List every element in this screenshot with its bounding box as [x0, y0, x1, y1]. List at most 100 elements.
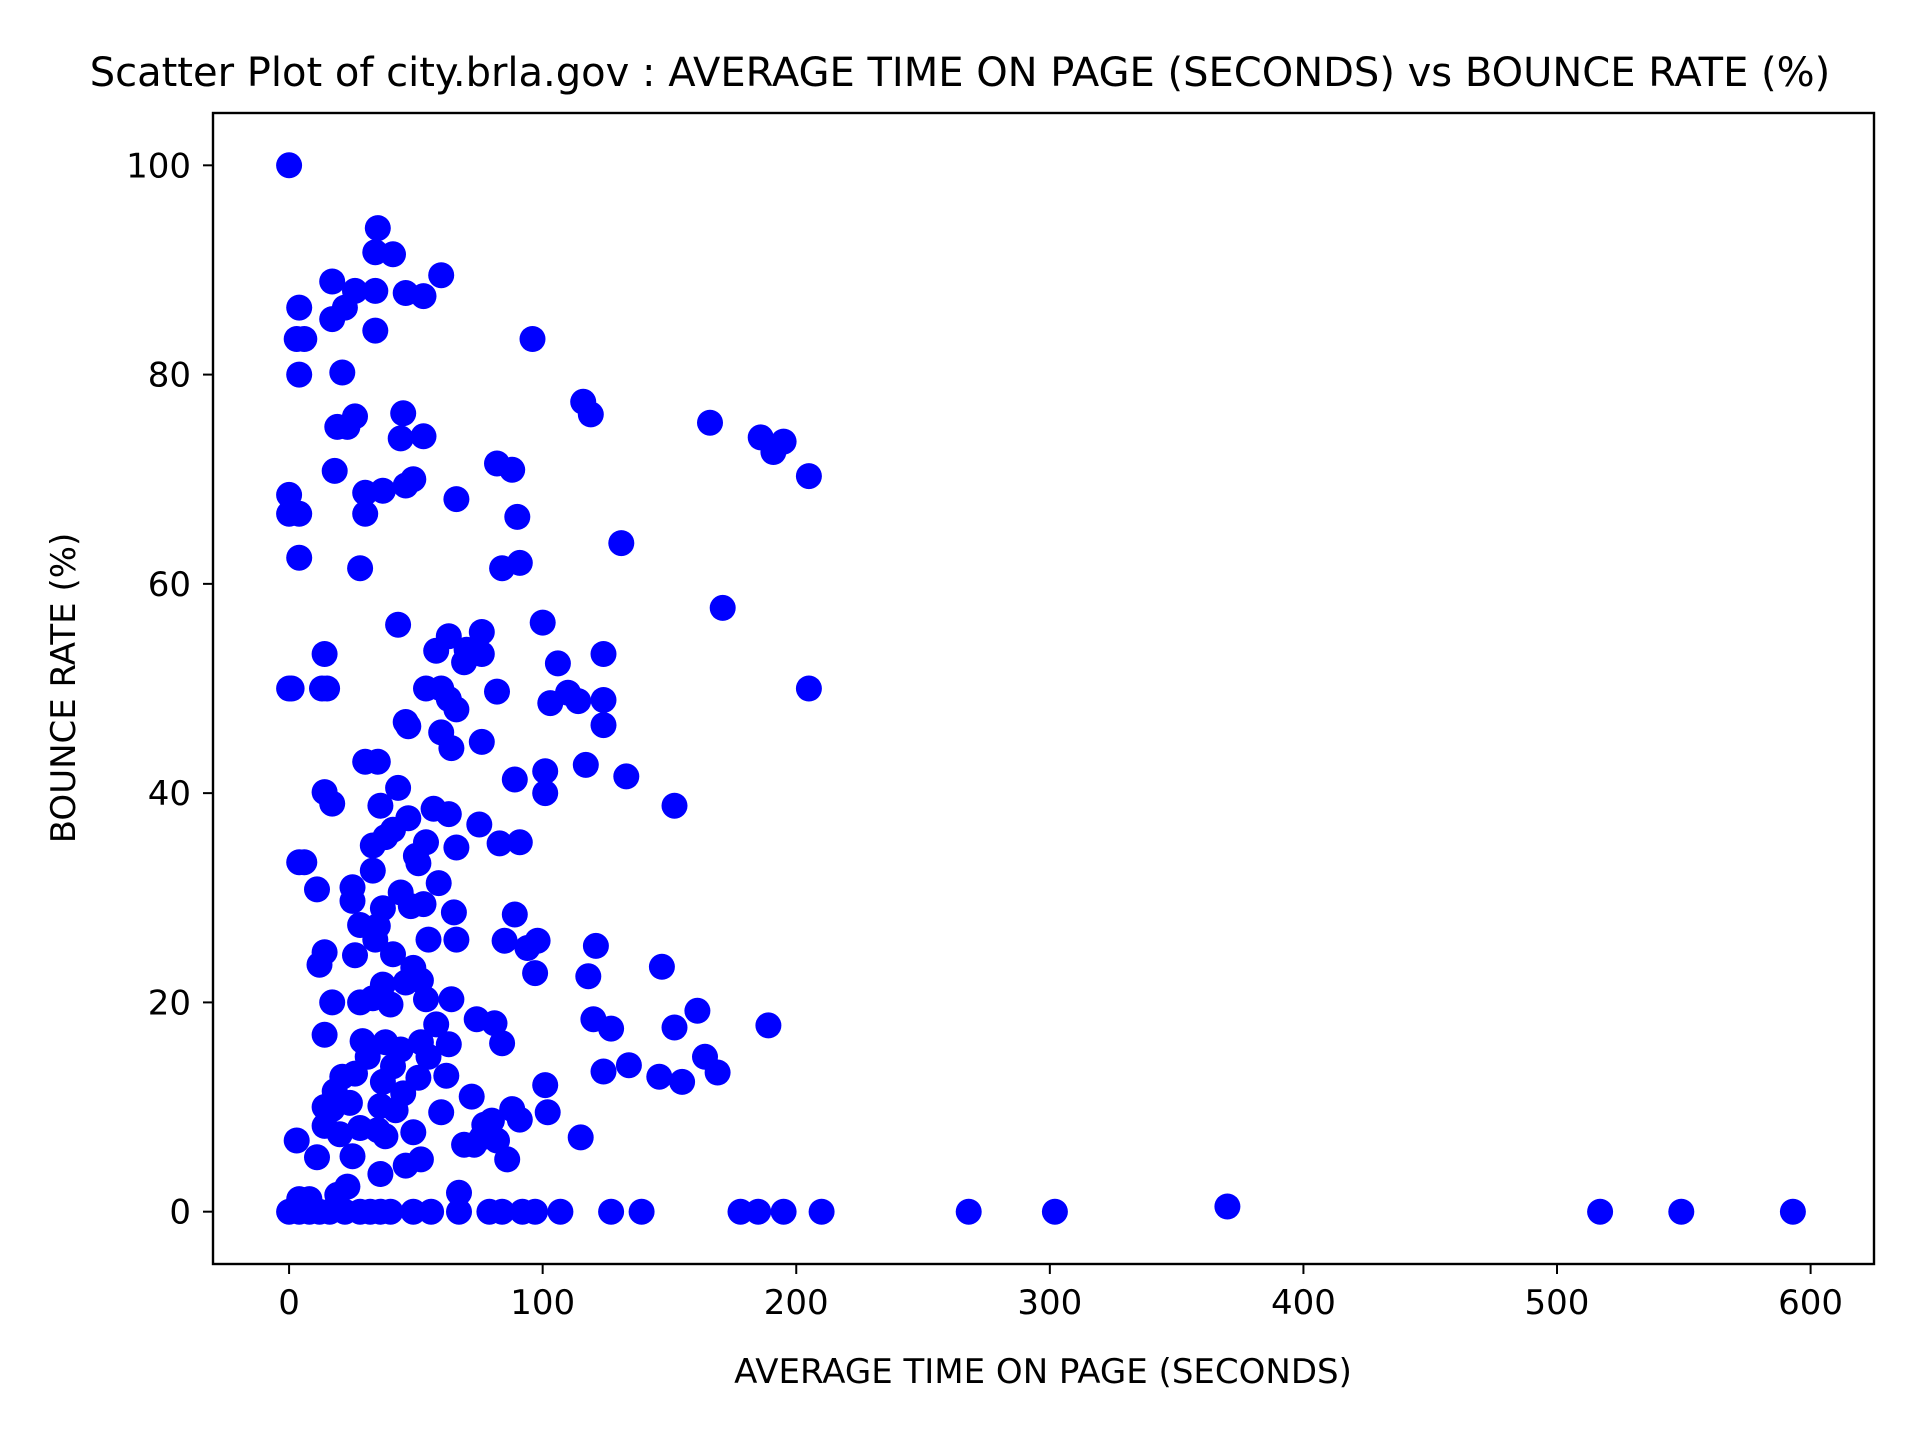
- data-point-78: [590, 712, 617, 739]
- data-point-144: [413, 986, 439, 1013]
- x-tick-label-500: 500: [1525, 1283, 1590, 1323]
- data-point-174: [646, 1063, 673, 1090]
- data-point-29: [410, 423, 437, 450]
- data-point-3: [380, 241, 406, 268]
- data-point-124: [380, 941, 406, 968]
- data-point-205: [494, 1146, 521, 1173]
- data-point-61: [451, 649, 478, 676]
- data-point-240: [1587, 1198, 1614, 1225]
- data-point-12: [319, 306, 346, 333]
- data-point-116: [339, 887, 366, 914]
- data-point-134: [648, 953, 675, 980]
- data-point-234: [745, 1198, 772, 1225]
- data-point-165: [590, 1058, 617, 1085]
- data-point-143: [377, 991, 404, 1018]
- data-point-87: [613, 763, 640, 790]
- data-point-1: [364, 215, 391, 242]
- data-point-118: [440, 899, 467, 926]
- data-point-97: [466, 811, 493, 838]
- x-tick-label-200: 200: [764, 1283, 829, 1323]
- data-point-199: [283, 1127, 310, 1154]
- data-point-85: [532, 758, 559, 785]
- data-point-197: [567, 1124, 594, 1151]
- data-point-28: [387, 425, 414, 452]
- data-point-21: [390, 400, 417, 427]
- data-point-69: [795, 675, 822, 702]
- data-points: [276, 152, 1806, 1225]
- data-point-206: [392, 1152, 419, 1179]
- data-point-33: [499, 456, 526, 483]
- data-point-111: [304, 876, 330, 903]
- data-point-140: [319, 989, 346, 1016]
- data-point-146: [684, 997, 711, 1024]
- data-point-126: [491, 927, 518, 954]
- data-point-166: [615, 1052, 642, 1079]
- data-point-131: [342, 942, 368, 969]
- data-point-50: [709, 594, 736, 621]
- data-point-91: [319, 790, 346, 817]
- data-point-235: [770, 1198, 797, 1225]
- y-tick-label-0: 0: [169, 1193, 191, 1233]
- data-point-176: [669, 1068, 696, 1095]
- data-point-46: [286, 544, 313, 571]
- data-point-123: [362, 926, 389, 953]
- data-point-115: [397, 893, 424, 920]
- data-point-89: [385, 774, 412, 801]
- data-point-77: [395, 713, 422, 740]
- data-point-229: [522, 1198, 549, 1225]
- data-point-158: [489, 1030, 516, 1057]
- data-point-100: [372, 824, 399, 851]
- data-point-242: [1779, 1198, 1806, 1225]
- data-point-103: [486, 830, 513, 857]
- data-point-184: [382, 1097, 409, 1124]
- data-point-159: [435, 1031, 462, 1058]
- data-point-34: [795, 463, 822, 490]
- data-point-175: [532, 1072, 559, 1099]
- data-point-110: [425, 870, 452, 897]
- data-point-152: [661, 1014, 688, 1041]
- data-point-25: [334, 413, 361, 440]
- data-point-125: [443, 926, 470, 953]
- x-tick-label-400: 400: [1271, 1283, 1336, 1323]
- data-point-241: [1668, 1198, 1695, 1225]
- data-point-138: [392, 969, 419, 996]
- data-point-232: [628, 1198, 655, 1225]
- data-point-44: [504, 503, 531, 530]
- data-point-47: [347, 555, 374, 582]
- data-point-128: [514, 935, 541, 961]
- data-point-84: [572, 751, 599, 778]
- data-point-94: [435, 801, 462, 828]
- data-point-108: [291, 849, 318, 876]
- data-point-7: [362, 277, 389, 304]
- data-point-170: [369, 1068, 396, 1095]
- data-point-129: [582, 932, 609, 959]
- data-point-122: [415, 926, 442, 953]
- data-point-178: [458, 1083, 485, 1110]
- data-point-42: [286, 500, 313, 527]
- data-point-186: [534, 1099, 561, 1126]
- data-point-162: [415, 1043, 442, 1070]
- data-point-63: [278, 675, 305, 702]
- data-point-106: [405, 850, 432, 877]
- y-axis-ticks: 0 20 40 60 80 100: [126, 146, 213, 1233]
- data-point-207: [367, 1161, 394, 1187]
- data-point-23: [697, 409, 723, 436]
- data-point-65: [314, 675, 341, 702]
- x-tick-label-0: 0: [278, 1283, 300, 1323]
- data-point-236: [808, 1198, 835, 1225]
- y-axis-label: BOUNCE RATE (%): [44, 533, 84, 844]
- x-axis-label: AVERAGE TIME ON PAGE (SECONDS): [734, 1352, 1352, 1392]
- data-point-58: [311, 641, 338, 667]
- data-point-102: [443, 834, 470, 861]
- data-point-59: [590, 641, 617, 667]
- data-point-132: [306, 951, 333, 978]
- data-point-10: [286, 294, 313, 321]
- x-tick-label-100: 100: [510, 1283, 575, 1323]
- data-point-145: [438, 986, 465, 1013]
- data-point-38: [352, 479, 379, 506]
- data-point-222: [377, 1198, 404, 1225]
- data-point-53: [468, 619, 495, 645]
- y-tick-label-20: 20: [148, 983, 191, 1023]
- data-point-83: [364, 748, 391, 775]
